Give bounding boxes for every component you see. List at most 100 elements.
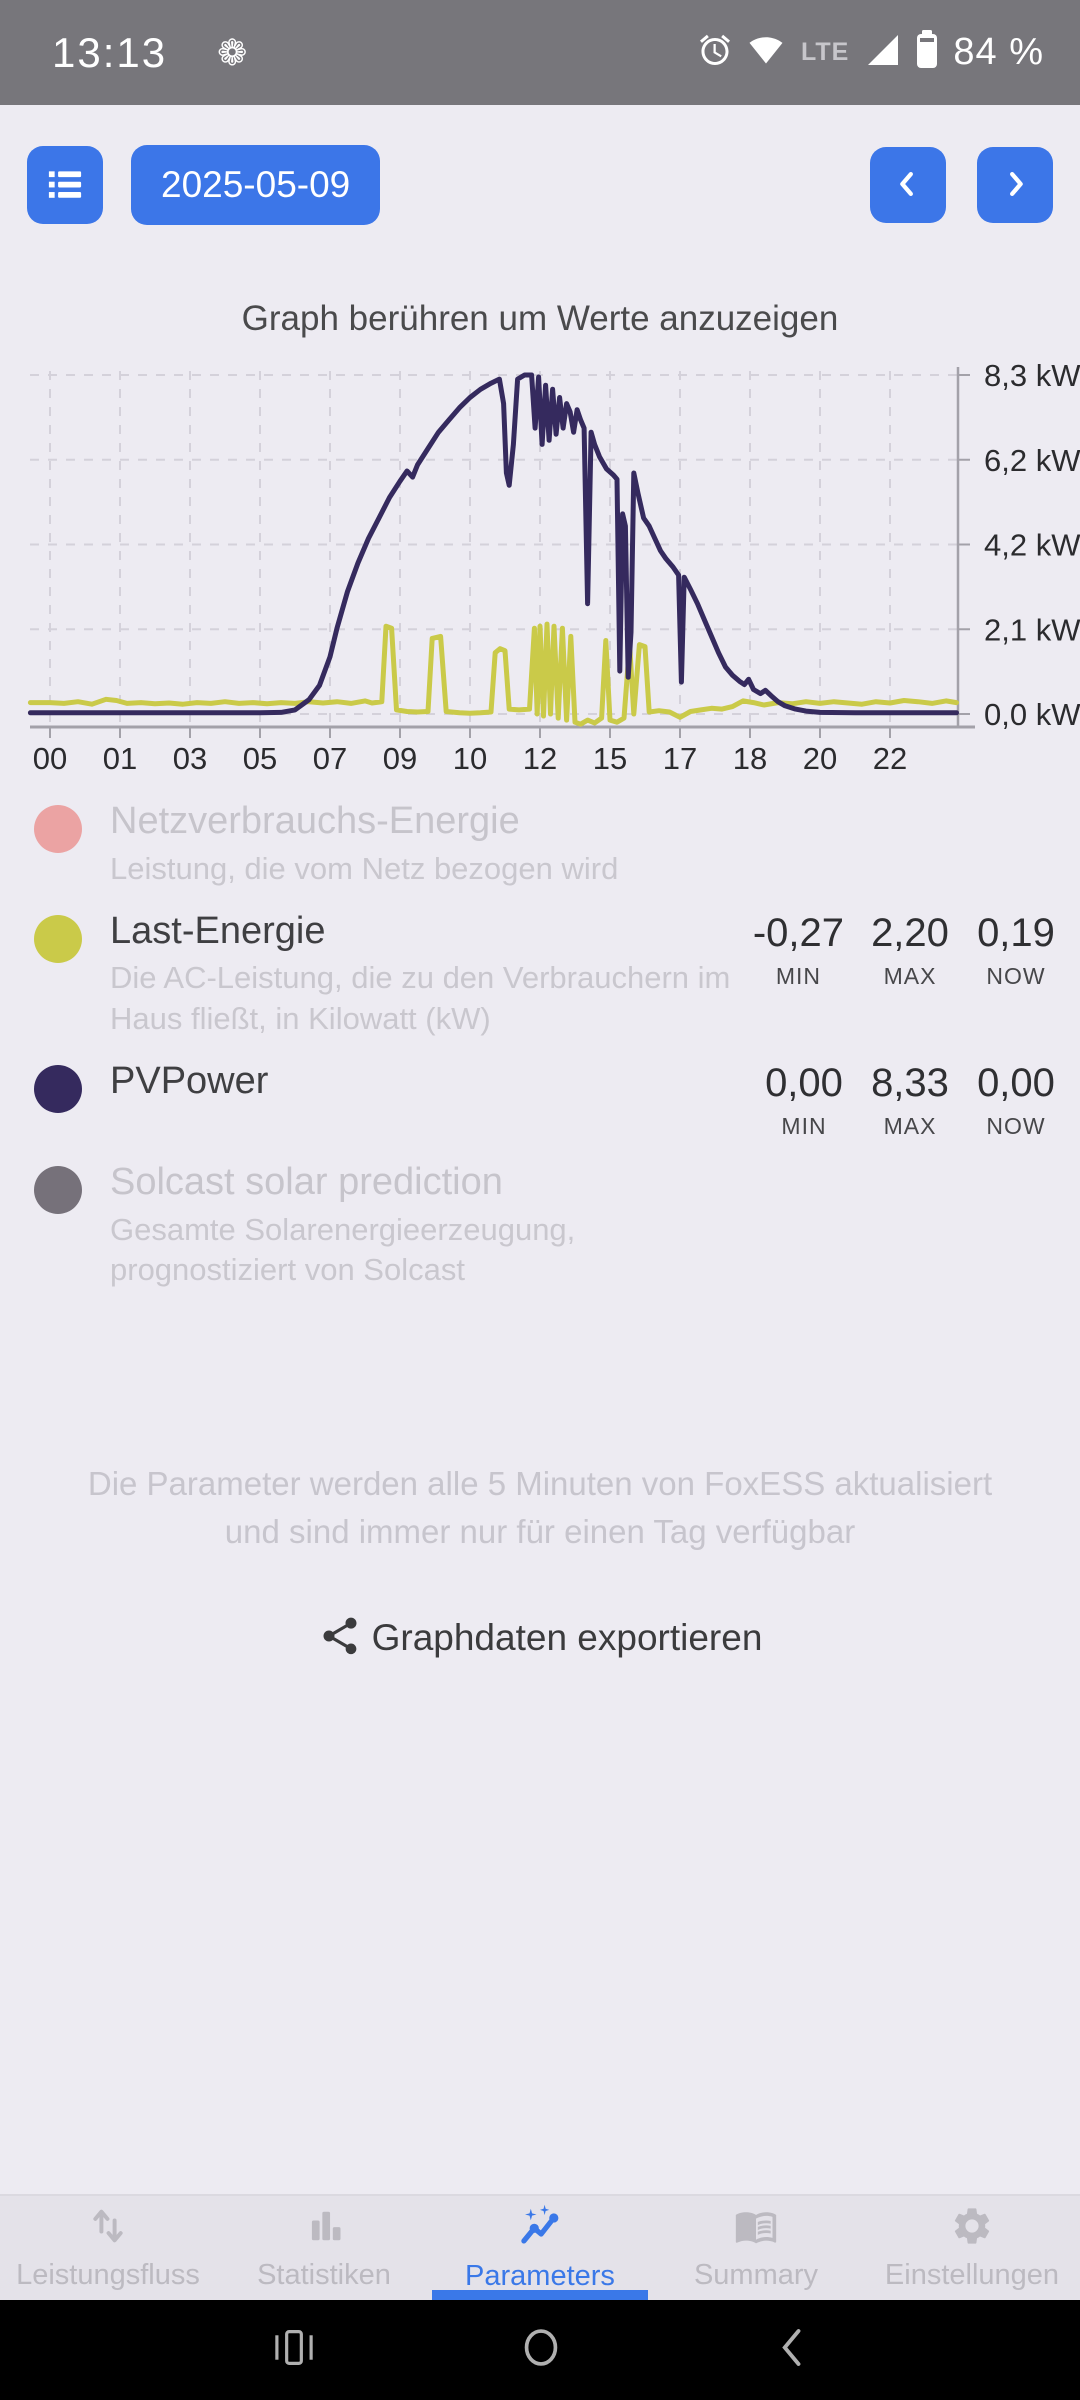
wifi-icon: [747, 33, 785, 72]
series-title: Netzverbrauchs-Energie: [110, 800, 520, 842]
next-day-button[interactable]: [977, 147, 1053, 223]
series-legend: Netzverbrauchs-Energie Leistung, die vom…: [34, 799, 1056, 1310]
battery-icon: [915, 30, 939, 75]
legend-text: Last-Energie Die AC-Leistung, die zu den…: [110, 909, 743, 1039]
stats-icon: [302, 2204, 346, 2253]
export-graph-data-button[interactable]: Graphdaten exportieren: [0, 1614, 1080, 1663]
refresh-note: Die Parameter werden alle 5 Minuten von …: [87, 1465, 993, 1551]
x-tick-label: 05: [243, 741, 277, 776]
date-picker-button[interactable]: 2025-05-09: [131, 145, 381, 225]
legend-text: PVPower: [110, 1059, 754, 1105]
tab-label: Summary: [693, 2259, 819, 2291]
y-tick-label: 8,3 kW: [984, 358, 1080, 393]
stat-min-value: -0,27: [752, 910, 844, 955]
series-color-dot: [34, 914, 82, 963]
series-description: Gesamte Solarenergieerzeugung, prognosti…: [110, 1211, 576, 1287]
stat-max-label: MAX: [883, 962, 937, 989]
share-icon: [318, 1614, 362, 1663]
power-flow-icon: [86, 2204, 130, 2253]
stat-now-label: NOW: [986, 962, 1046, 989]
series-color-dot: [34, 1065, 82, 1114]
home-button[interactable]: [520, 2327, 562, 2374]
legend-text: Solcast solar prediction Gesamte Solaren…: [110, 1160, 1056, 1290]
stat-min-label: MIN: [781, 1113, 827, 1140]
chart-canvas[interactable]: 00 01 03 05 07 09 10 12 15 17 18 20 22 8,3 kW 6,2 kW 4,…: [0, 345, 1080, 777]
active-tab-underline: [432, 2290, 648, 2300]
tab-parameters[interactable]: Parameters: [432, 2196, 648, 2300]
status-bar: 13:13 ❁ LTE 84 %: [0, 0, 1080, 105]
tab-statistiken[interactable]: Statistiken: [216, 2196, 432, 2300]
alarm-icon: [697, 32, 733, 73]
x-tick-label: 17: [663, 741, 697, 776]
series-description: Leistung, die vom Netz bezogen wird: [110, 850, 619, 886]
power-chart[interactable]: 00 01 03 05 07 09 10 12 15 17 18 20 22 8,3 kW 6,2 kW 4,…: [0, 345, 1080, 777]
x-tick-label: 22: [873, 741, 907, 776]
summary-icon: [733, 2204, 779, 2253]
series-description: Die AC-Leistung, die zu den Verbrauchern…: [110, 960, 731, 1036]
y-tick-label: 6,2 kW: [984, 443, 1080, 478]
parameters-icon: [517, 2203, 563, 2254]
stat-max-value: 2,20: [871, 910, 949, 955]
selected-date: 2025-05-09: [161, 164, 351, 205]
notification-flower-icon: ❁: [217, 31, 248, 73]
tab-label: Leistungsfluss: [16, 2259, 200, 2291]
battery-percent: 84 %: [953, 31, 1044, 73]
clock-time: 13:13: [52, 28, 168, 76]
legend-item-netzverbrauchs-energie[interactable]: Netzverbrauchs-Energie Leistung, die vom…: [34, 799, 1056, 889]
android-navigation-bar: [0, 2300, 1080, 2400]
stat-now-value: 0,00: [977, 1061, 1055, 1106]
previous-day-button[interactable]: [870, 147, 946, 223]
x-tick-label: 10: [453, 741, 487, 776]
series-title: Last-Energie: [110, 909, 326, 952]
stat-max-label: MAX: [883, 1113, 937, 1140]
legend-text: Netzverbrauchs-Energie Leistung, die vom…: [110, 799, 1056, 889]
chevron-right-icon: [998, 167, 1032, 204]
recent-apps-button[interactable]: [272, 2328, 316, 2373]
y-tick-label: 0,0 kW: [984, 697, 1080, 732]
x-tick-label: 01: [103, 741, 137, 776]
settings-icon: [950, 2204, 994, 2253]
lte-label: LTE: [801, 38, 850, 66]
back-button[interactable]: [775, 2326, 811, 2375]
x-tick-label: 07: [313, 741, 347, 776]
legend-stats: -0,27 MIN 2,20 MAX 0,19 NOW: [753, 909, 1056, 990]
legend-item-last-energie[interactable]: Last-Energie Die AC-Leistung, die zu den…: [34, 909, 1056, 1039]
y-tick-label: 4,2 kW: [984, 528, 1080, 563]
series-title: PVPower: [110, 1060, 269, 1103]
x-tick-label: 00: [33, 741, 67, 776]
x-tick-label: 12: [523, 741, 557, 776]
tab-label: Einstellungen: [884, 2259, 1060, 2291]
pvpower-line: [27, 372, 959, 716]
x-tick-label: 03: [173, 741, 207, 776]
list-icon: [42, 161, 88, 210]
legend-item-pvpower[interactable]: PVPower 0,00 MIN 8,33 MAX 0,00 NOW: [34, 1059, 1056, 1140]
content-spacer: [0, 1663, 1080, 2194]
tab-label: Statistiken: [257, 2259, 391, 2291]
tab-summary[interactable]: Summary: [648, 2196, 864, 2300]
x-tick-label: 20: [803, 741, 837, 776]
x-tick-label: 09: [383, 741, 417, 776]
bottom-tab-bar: Leistungsfluss Statistiken Parameters Su…: [0, 2194, 1080, 2300]
status-bar-right: LTE 84 %: [697, 30, 1044, 75]
series-title: Solcast solar prediction: [110, 1161, 503, 1204]
legend-stats: 0,00 MIN 8,33 MAX 0,00 NOW: [764, 1059, 1056, 1140]
parameter-list-button[interactable]: [27, 146, 103, 224]
y-tick-label: 2,1 kW: [984, 612, 1080, 647]
legend-item-solcast-solar-prediction[interactable]: Solcast solar prediction Gesamte Solaren…: [34, 1160, 1056, 1290]
tab-einstellungen[interactable]: Einstellungen: [864, 2196, 1080, 2300]
chart-touch-hint: Graph berühren um Werte anzuzeigen: [241, 299, 839, 338]
x-tick-label: 18: [733, 741, 767, 776]
signal-icon: [865, 32, 901, 73]
tab-label: Parameters: [465, 2260, 615, 2292]
series-color-dot: [34, 805, 82, 853]
tab-leistungsfluss[interactable]: Leistungsfluss: [0, 2196, 216, 2300]
chevron-left-icon: [891, 167, 925, 204]
stat-max-value: 8,33: [871, 1061, 949, 1106]
stat-now-value: 0,19: [977, 910, 1055, 955]
stat-min-value: 0,00: [765, 1061, 843, 1106]
export-label: Graphdaten exportieren: [371, 1617, 763, 1659]
toolbar: 2025-05-09: [27, 145, 1053, 225]
series-color-dot: [34, 1166, 82, 1215]
stat-now-label: NOW: [986, 1113, 1046, 1140]
